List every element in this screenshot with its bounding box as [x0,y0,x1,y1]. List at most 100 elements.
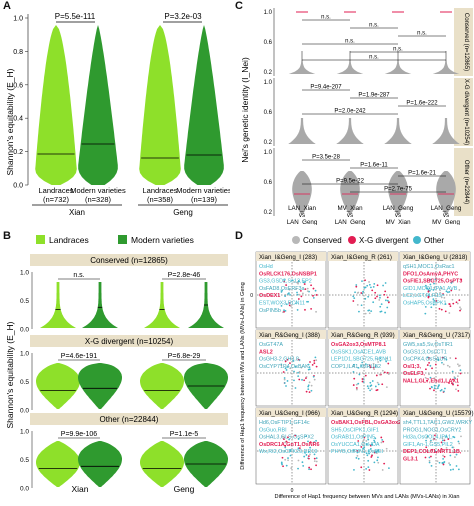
data-point [457,390,460,392]
data-point [282,465,284,468]
data-point [298,370,301,373]
data-point [452,451,455,454]
gene-label: ASL2 [259,349,273,355]
violin [288,118,316,144]
data-point [429,387,431,390]
data-point [442,363,445,366]
data-point [361,280,363,282]
gene-label: OsHd [259,264,273,270]
panel-c: C Nei's genetic identity (I_Nei) Conserv… [232,0,474,226]
data-point [431,367,433,370]
data-point [353,297,356,300]
n-a-geng-lan: (n=358) [147,195,174,204]
data-point [352,384,355,386]
data-point [297,298,300,300]
gene-label: OsGuo,RBI [259,427,287,433]
data-point [429,278,431,281]
data-point [307,385,310,388]
gene-label: OsRAB11,OsPIN5 [331,435,375,441]
data-point [425,446,428,449]
data-point [443,390,445,393]
data-point [440,441,443,444]
data-point [444,303,447,305]
sig-label: P=2.7e-75 [384,187,413,193]
gene-label: DFO1,OsAmyA,PHYC [403,271,458,277]
data-point [368,469,371,471]
data-point [283,382,286,384]
gene-label: OsHAL3,GLS,OsSPX2 [259,435,314,441]
ytick-label: 1.0 [20,351,29,358]
data-point [379,310,382,313]
ytick-label: 0.0 [20,408,29,415]
data-point [380,303,383,306]
panel-b-plot: Landraces Modern varieties Shannon's equ… [5,235,228,494]
data-point [309,446,312,449]
data-point [296,281,298,284]
data-point [307,457,310,460]
data-point [300,366,303,369]
data-point [428,287,431,290]
data-point [443,461,446,464]
panel-c-plot: Nei's genetic identity (I_Nei) Conserved… [240,8,473,226]
panel-d-cell: Xian_U&Geng_R (1294) OsBAK1,OsFBL,OsGA3ox… [327,407,401,485]
data-point [456,363,459,366]
sig-label: n.s. [417,31,427,37]
gene-label: LC2,LGT,FLR15 [403,293,442,299]
data-point [448,462,450,464]
data-point [449,454,452,457]
data-point [297,459,300,462]
sig-label: P=3.5e-28 [312,155,341,161]
data-point [451,382,453,385]
violin [78,363,122,409]
ytick-label: 0.5 [20,379,29,386]
gene-label: EST,WOX3,RCN11 [259,301,305,307]
data-point [352,300,355,302]
data-point [306,290,309,293]
panel-d-ylabel: Difference of Hap1 frequency between MVs… [240,282,246,469]
panel-d-cell: Xian_R&Geng_R (939) OsGA2ox3,OsMTP8.1OsSS… [327,329,399,407]
data-point [440,447,443,450]
sig-label: P=2.0e-242 [334,109,366,115]
gene-label: OsGH3-2,GH3.8, [259,357,301,363]
xlabel-a-geng-lan: Landraces [142,186,177,195]
data-point [287,459,289,462]
data-point [297,358,300,361]
data-point [284,360,287,363]
data-point [454,377,456,380]
data-point [458,442,461,445]
data-point [428,289,431,292]
data-point [384,299,387,302]
n-a-xian-lan: (n=732) [43,195,70,204]
data-point [425,379,428,382]
row-title: Other (n=22844) [100,415,159,424]
data-point [289,454,292,457]
cell-title-bar [328,330,398,339]
data-point [284,446,287,449]
data-point [310,468,312,471]
violin [36,441,80,487]
gene-label: OsCPK4,OsSAUR [403,357,447,363]
data-point [309,361,311,363]
data-point [371,380,374,382]
data-point [364,312,367,315]
data-point [365,443,368,446]
data-point [294,365,297,368]
data-point [355,388,358,391]
data-point [313,359,316,362]
data-point [361,378,364,380]
data-point [297,438,300,440]
data-point [306,287,309,290]
data-point [442,454,444,457]
data-point [426,287,429,290]
data-point [289,293,291,296]
n-a-geng-mv: (n=139) [191,195,218,204]
data-point [441,437,444,440]
data-point [315,439,317,442]
data-point [361,361,364,364]
data-point [280,364,283,367]
data-point [384,311,387,314]
data-point [435,300,438,302]
data-point [309,441,312,444]
xlabel-a-geng-mv: Modern varieties [176,186,230,195]
